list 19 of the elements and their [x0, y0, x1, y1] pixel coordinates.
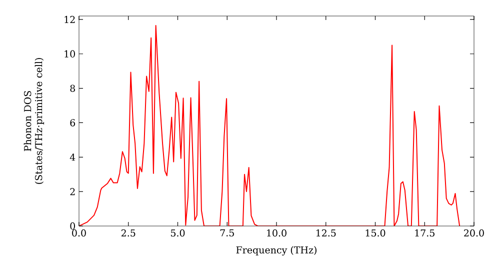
x-axis-title: Frequency (THz) — [236, 246, 316, 256]
x-tick-label: 10.0 — [267, 229, 286, 237]
y-tick-label: 6 — [70, 119, 76, 126]
x-tick-label: 5.0 — [171, 229, 185, 237]
y-tick-label: 2 — [70, 188, 75, 196]
line-series — [79, 24, 460, 226]
x-tick-label: 7.5 — [220, 229, 234, 236]
x-tick-label: 12.5 — [316, 229, 336, 237]
x-tick-label: 15.0 — [366, 229, 386, 237]
y-tick-label: 8 — [70, 84, 75, 92]
x-tick-label: 20.0 — [464, 229, 484, 237]
y-tick-label: 12 — [64, 16, 75, 23]
x-tick-label: 0.0 — [72, 229, 86, 237]
x-tick-label: 2.5 — [121, 229, 136, 237]
y-tick-label: 0 — [70, 222, 75, 230]
y-axis-title: Phonon DOS (States/THz·primitive cell) — [24, 58, 44, 184]
x-tick-label: 17.5 — [415, 229, 434, 237]
y-tick-label: 4 — [70, 154, 76, 161]
y-tick-label: 10 — [64, 50, 75, 58]
